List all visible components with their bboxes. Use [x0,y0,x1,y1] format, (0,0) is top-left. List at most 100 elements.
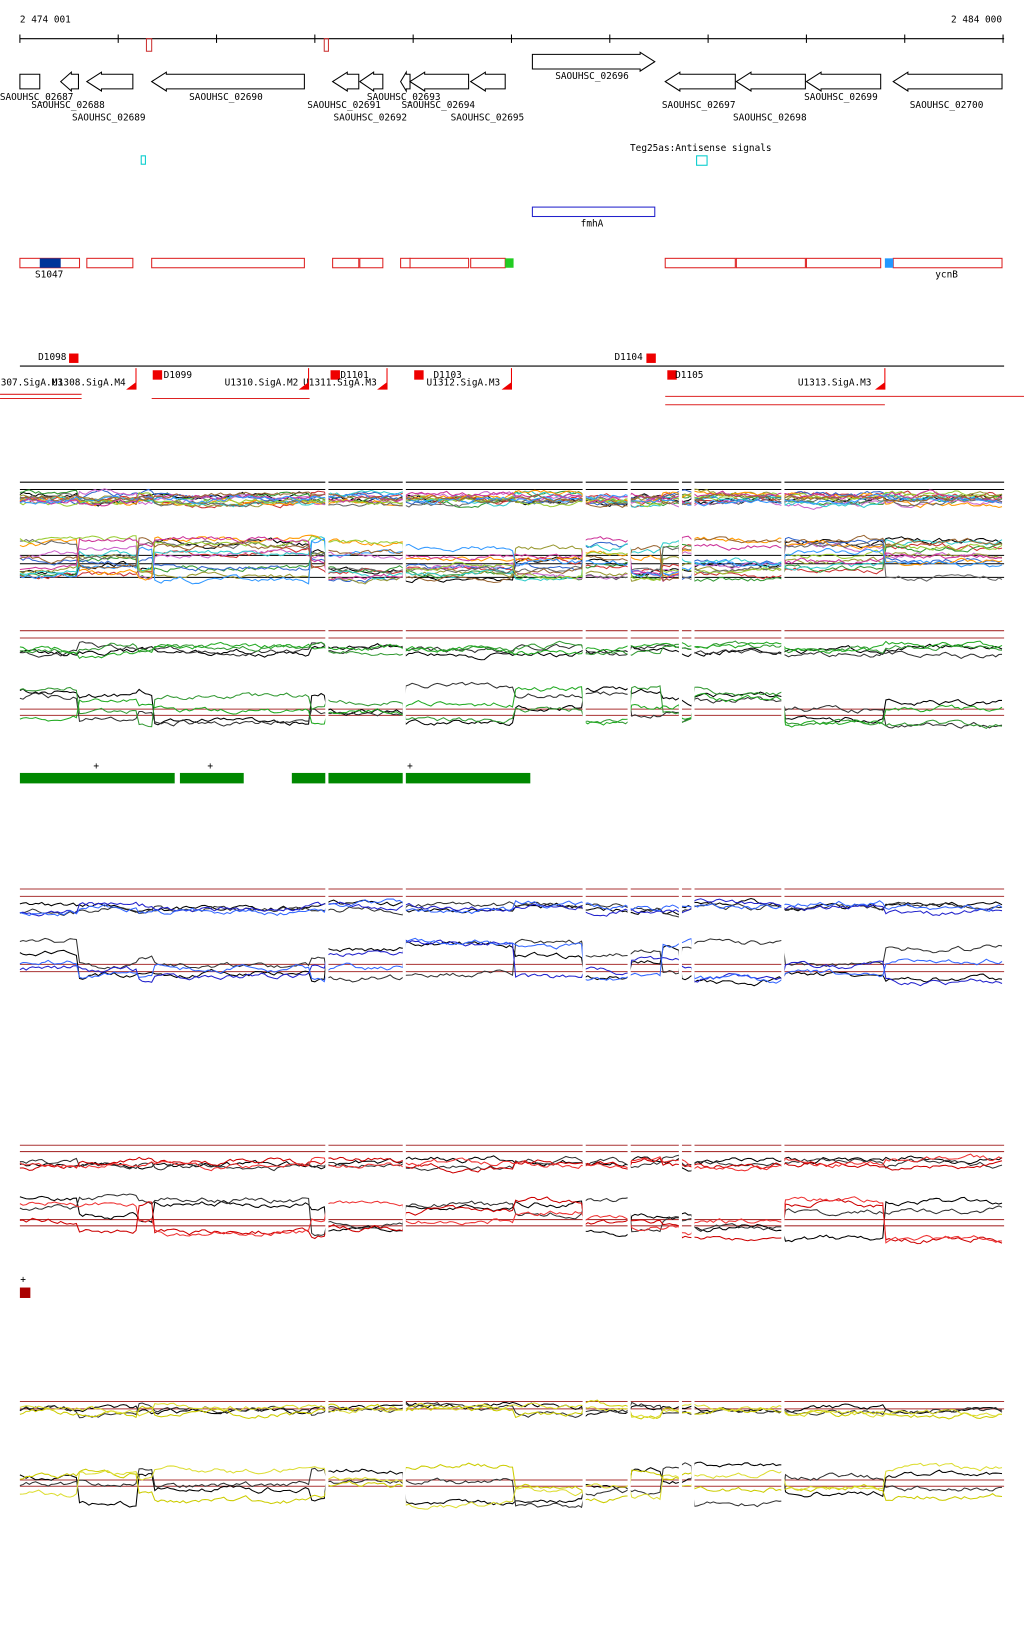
expression-trace [19,1195,1003,1243]
expression-trace [19,898,1003,916]
feature-label: ycnB [935,270,958,281]
gene-label: SAOUHSC_02695 [451,113,525,124]
plus-mark: + [20,1275,26,1286]
promoter-label: U1311.SigA.M3 [303,377,377,388]
ruler-mark [323,38,329,52]
promoter-mark [330,370,340,380]
promoter-label: U1307.SigA.M3 [0,377,63,388]
antisense-box [696,155,708,166]
feature-fill [884,258,894,268]
gene-label: SAOUHSC_02694 [401,100,475,111]
gene-label: SAOUHSC_02698 [733,113,807,124]
promoter-label: U1308.SigA.M4 [52,377,126,388]
expression-trace [19,1196,1003,1244]
feature-box [735,257,806,269]
feature-box [359,257,384,269]
promoter-mark [414,370,424,380]
gene-arrow [150,71,305,92]
expression-trace [19,898,1003,917]
expression-trace [19,544,1003,585]
feature-box [805,257,882,269]
expression-trace [19,1196,1003,1245]
expression-trace [19,1462,1003,1509]
expression-trace [19,1399,1003,1420]
promoter-label: D1099 [164,370,193,381]
gene-arrow [59,71,79,93]
gene-label: SAOUHSC_02688 [31,100,105,111]
expression-trace [19,1193,1003,1237]
expression-trace [19,538,1003,585]
track-gap [402,475,406,1533]
gene-arrow [409,71,470,92]
promoter-arrow [126,368,137,390]
feature-box [892,257,1003,269]
expression-trace [19,640,1003,656]
gene-label: SAOUHSC_02697 [662,100,736,111]
expression-trace [19,686,1003,728]
gene-label: SAOUHSC_02693 [367,92,441,103]
gene-label: SAOUHSC_02692 [333,113,407,124]
ruler-start: 2 474 001 [20,14,71,25]
promoter-label: U1312.SigA.M3 [427,377,501,388]
promoter-label: D1103 [434,370,462,381]
promoter-mark [646,353,656,363]
segment-bar [19,772,175,784]
segment-bar [19,1287,31,1298]
promoter-label: D1104 [614,352,643,363]
expression-trace [19,535,1003,582]
track-gap [627,475,631,1533]
expression-trace [19,1155,1003,1172]
expression-trace [19,681,1003,729]
feature-box [332,257,360,269]
expression-trace [19,1156,1003,1174]
track-gap [678,475,682,1533]
gene-label: SAOUHSC_02689 [72,113,146,124]
expression-trace [19,1462,1003,1505]
track-gap [691,475,695,1533]
segment-bar [291,772,531,784]
gene-arrow [85,71,134,92]
promoter-label: D1101 [340,370,369,381]
gene-arrow [469,71,506,92]
feature-box [151,257,305,269]
feature-box [531,206,656,218]
expression-trace [19,493,1003,507]
expression-trace [19,685,1003,729]
promoter-label: U1310.SigA.M2 [225,377,299,388]
expression-trace [19,1461,1003,1508]
feature-label: fmhA [581,218,604,229]
plus-mark: + [93,761,99,772]
gene-arrow [664,71,736,92]
gene-label: SAOUHSC_02691 [307,100,381,111]
feature-label: S1047 [35,270,63,281]
antisense-box [140,155,146,165]
gene-label: SAOUHSC_02699 [804,92,878,103]
expression-trace [19,937,1003,983]
expression-trace [19,641,1003,660]
promoter-mark [152,370,163,380]
gene-label: SAOUHSC_02690 [189,92,263,103]
feature-box [664,257,736,269]
gene-arrow [531,51,656,73]
promoter-label: D1105 [675,370,703,381]
expression-trace [19,1154,1003,1172]
ruler-end: 2 484 000 [951,14,1002,25]
track-gap [582,475,586,1533]
promoter-arrow [501,368,512,390]
gene-arrow [19,73,41,90]
expression-trace [19,534,1003,581]
track-gap [781,475,785,1533]
gene-arrow [805,71,882,92]
expression-trace [19,1401,1003,1418]
gene-arrow [358,71,384,92]
feature-box [400,257,411,269]
expression-trace [19,1153,1003,1172]
expression-trace [19,542,1003,581]
expression-trace [19,535,1003,583]
segment-bar [179,772,244,784]
ruler-mark [145,38,153,52]
feature-fill [39,258,61,268]
gene-label: SAOUHSC_02700 [910,100,984,111]
expression-trace [19,536,1003,582]
